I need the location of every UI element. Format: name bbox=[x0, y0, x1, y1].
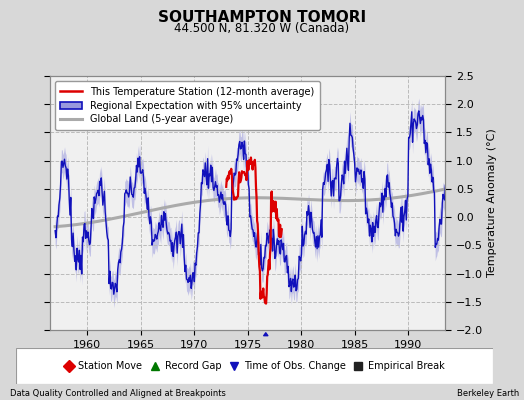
Text: Berkeley Earth: Berkeley Earth bbox=[456, 389, 519, 398]
Y-axis label: Temperature Anomaly (°C): Temperature Anomaly (°C) bbox=[487, 129, 497, 277]
Legend: Station Move, Record Gap, Time of Obs. Change, Empirical Break: Station Move, Record Gap, Time of Obs. C… bbox=[60, 357, 449, 375]
Text: Data Quality Controlled and Aligned at Breakpoints: Data Quality Controlled and Aligned at B… bbox=[10, 389, 226, 398]
Text: 44.500 N, 81.320 W (Canada): 44.500 N, 81.320 W (Canada) bbox=[174, 22, 350, 35]
Legend: This Temperature Station (12-month average), Regional Expectation with 95% uncer: This Temperature Station (12-month avera… bbox=[54, 81, 320, 130]
Text: SOUTHAMPTON TOMORI: SOUTHAMPTON TOMORI bbox=[158, 10, 366, 26]
